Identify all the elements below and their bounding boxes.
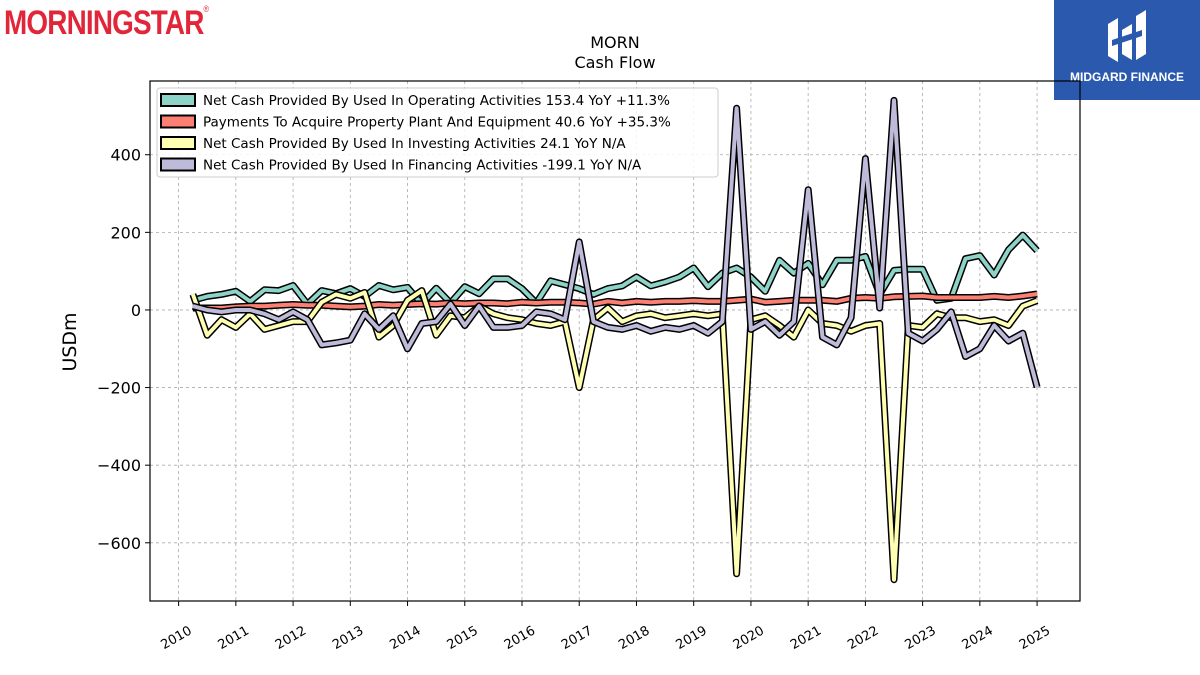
x-tick-label: 2013	[330, 623, 366, 653]
x-tick-label: 2025	[1017, 623, 1053, 653]
x-tick-label: 2016	[502, 623, 538, 653]
x-tick-label: 2018	[616, 623, 652, 653]
y-axis-label: USDm	[59, 312, 81, 371]
midgard-emblem-icon	[1108, 10, 1146, 62]
series-line-4	[192, 98, 1040, 388]
x-tick-label: 2023	[902, 623, 938, 653]
x-tick-label: 2014	[387, 623, 423, 653]
y-tick-label: −400	[97, 456, 141, 475]
legend-label-3: Net Cash Provided By Used In Investing A…	[203, 136, 626, 152]
legend-label-1: Net Cash Provided By Used In Operating A…	[203, 93, 670, 109]
y-tick-label: 200	[110, 223, 141, 242]
x-tick-label: 2011	[216, 623, 252, 653]
morningstar-logo: MORNINGSTAR®	[4, 4, 209, 43]
x-tick-label: 2015	[445, 623, 481, 653]
legend-swatch-1	[160, 93, 196, 107]
legend-label-4: Net Cash Provided By Used In Financing A…	[203, 158, 642, 174]
midgard-finance-name: MIDGARD FINANCE	[1070, 70, 1184, 84]
legend-swatch-2	[160, 114, 196, 129]
legend: Net Cash Provided By Used In Operating A…	[156, 87, 719, 178]
y-tick-label: 400	[110, 146, 141, 165]
plot-frame	[149, 80, 1081, 602]
x-tick-label: 2022	[845, 623, 881, 653]
x-tick-label: 2019	[674, 623, 710, 653]
series-line-3	[191, 288, 1038, 582]
chart-title: MORN	[590, 33, 639, 52]
x-tick-label: 2017	[559, 623, 595, 653]
y-axis-ticks: 400 200 0 −200 −400 −600	[97, 146, 150, 553]
legend-label-2: Payments To Acquire Property Plant And E…	[203, 115, 671, 131]
x-tick-label: 2024	[960, 623, 996, 653]
series-layer	[189, 96, 1041, 584]
x-axis-ticks: 2010 2011 2012 2013 2014 2015 2016 2017 2018 2019…	[158, 601, 1053, 653]
legend-swatch-3	[160, 136, 196, 150]
y-tick-label: 0	[131, 301, 141, 320]
midgard-finance-logo: MIDGARD FINANCE	[1054, 0, 1200, 100]
y-tick-label: −600	[97, 534, 141, 553]
y-tick-label: −200	[97, 379, 141, 398]
morningstar-logo-text: MORNINGSTAR	[4, 4, 204, 42]
x-tick-label: 2021	[788, 623, 824, 653]
x-tick-label: 2020	[731, 623, 767, 653]
registered-mark: ®	[203, 4, 209, 14]
x-tick-label: 2012	[273, 623, 309, 653]
x-tick-label: 2010	[158, 623, 194, 653]
legend-swatch-4	[160, 157, 196, 172]
series-line-2	[192, 292, 1038, 310]
legend-box	[156, 87, 719, 178]
chart-subtitle: Cash Flow	[574, 53, 655, 72]
